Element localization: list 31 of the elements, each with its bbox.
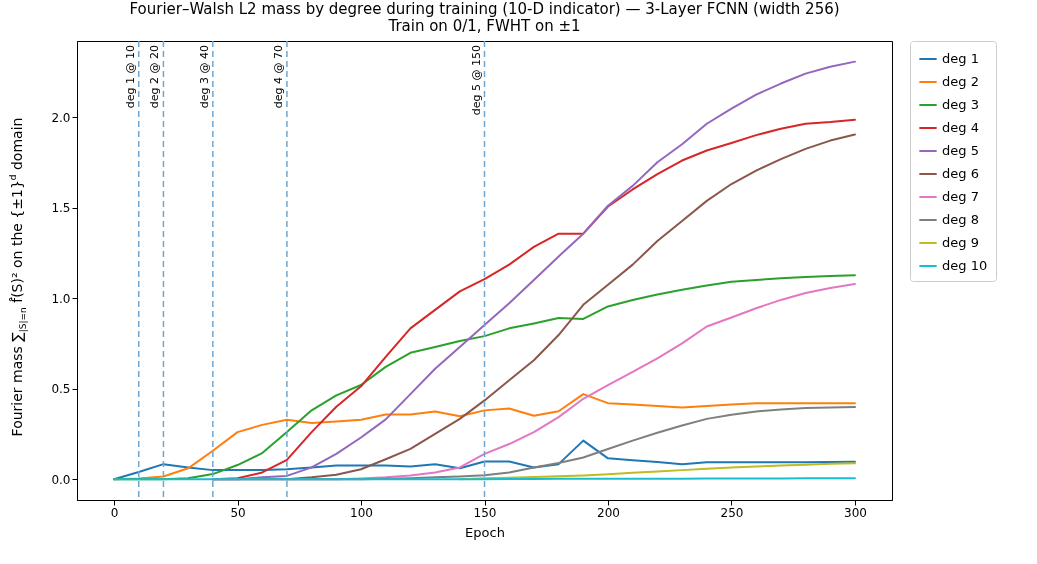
y-tick-label: 1.0 — [51, 291, 71, 306]
y-tick-label: 2.0 — [51, 110, 71, 125]
ref-line-label: deg 4 @ 70 — [271, 45, 285, 109]
line-series — [113, 439, 856, 481]
ref-line-label: deg 3 @ 40 — [197, 45, 211, 109]
legend-label: deg 10 — [942, 258, 988, 273]
x-axis-title: Epoch — [465, 524, 505, 540]
ref-line-label: deg 2 @ 20 — [148, 45, 162, 109]
x-tick-label: 300 — [844, 505, 867, 520]
legend-label: deg 9 — [942, 235, 979, 250]
legend-label: deg 7 — [942, 189, 979, 204]
legend-label: deg 3 — [942, 97, 979, 112]
y-tick-label: 1.5 — [51, 201, 71, 216]
chart-subtitle: Train on 0/1, FWHT on ±1 — [387, 17, 581, 36]
ref-line-label: deg 1 @ 10 — [123, 45, 137, 109]
legend-label: deg 4 — [942, 120, 979, 135]
y-tick-label: 0.0 — [51, 472, 71, 487]
x-tick-label: 150 — [473, 505, 497, 520]
x-tick-label: 250 — [720, 505, 744, 520]
x-tick-label: 50 — [230, 505, 246, 520]
legend-label: deg 5 — [942, 143, 979, 158]
legend-label: deg 2 — [942, 74, 979, 89]
legend-label: deg 1 — [942, 51, 979, 66]
y-tick-label: 0.5 — [51, 382, 71, 397]
x-tick-label: 100 — [350, 505, 373, 520]
ref-line-label: deg 5 @ 150 — [469, 45, 483, 116]
x-tick-label: 0 — [110, 505, 119, 520]
legend-label: deg 6 — [942, 166, 979, 181]
x-tick-label: 200 — [597, 505, 620, 520]
chart-title: Fourier–Walsh L2 mass by degree during training (10-D indicator) — 3-Layer FCNN (width 256) — [129, 0, 840, 19]
legend-label: deg 8 — [942, 212, 979, 227]
